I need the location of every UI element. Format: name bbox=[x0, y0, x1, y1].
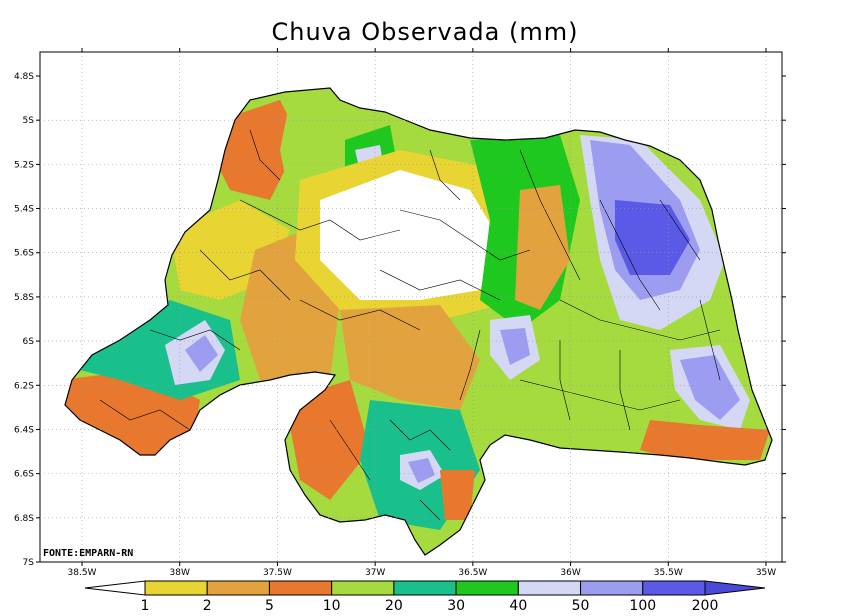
field-center-south-orange bbox=[340, 305, 480, 410]
colorbar-label: 5 bbox=[265, 598, 274, 614]
source-note: FONTE:EMPARN-RN bbox=[43, 548, 133, 559]
field-south-blue bbox=[408, 458, 435, 483]
lon-tick-label: 36.5W bbox=[458, 568, 487, 578]
lon-tick-label: 38.5W bbox=[68, 568, 97, 578]
field-south-orange bbox=[285, 380, 370, 500]
lat-tick-label: 5.6S bbox=[14, 249, 34, 259]
colorbar-segment bbox=[144, 580, 208, 596]
field-west-blue bbox=[185, 335, 218, 372]
colorbar-segment bbox=[331, 580, 395, 596]
colorbar-label: 20 bbox=[385, 598, 403, 614]
colorbar-label: 100 bbox=[629, 598, 656, 614]
lat-tick-label: 6.6S bbox=[14, 470, 34, 480]
colorbar-label: 30 bbox=[447, 598, 465, 614]
lon-tick-label: 36W bbox=[560, 568, 580, 578]
lat-tick-label: 4.8S bbox=[14, 72, 34, 82]
field-se-blue bbox=[680, 355, 740, 420]
lon-tick-label: 38W bbox=[170, 568, 190, 578]
field-center-east-blue bbox=[500, 328, 530, 365]
latitude-axis: 4.8S 5S 5.2S 5.4S 5.6S 5.8S 6S 6.2S 6.4S 6.6S 6.8S… bbox=[14, 72, 786, 568]
lon-tick-label: 37W bbox=[365, 568, 385, 578]
colorbar-segment bbox=[642, 580, 706, 596]
longitude-axis: 38.5W 38W 37.5W 37W 36.5W 36W 35.5W 35W bbox=[68, 48, 776, 578]
colorbar: 1 2 5 10 20 30 40 50 100 200 bbox=[84, 580, 766, 614]
colorbar-segment bbox=[268, 580, 333, 596]
colorbar-segment bbox=[580, 580, 644, 596]
field-nw-orange bbox=[215, 100, 300, 200]
lat-tick-label: 5.2S bbox=[14, 160, 34, 170]
lat-tick-label: 5.8S bbox=[14, 293, 34, 303]
colorbar-under-triangle bbox=[84, 580, 146, 596]
colorbar-segment bbox=[517, 580, 582, 596]
colorbar-segment bbox=[393, 580, 457, 596]
map-title: Chuva Observada (mm) bbox=[271, 18, 579, 46]
lat-tick-label: 6S bbox=[23, 337, 35, 347]
municipal-boundaries bbox=[99, 129, 721, 521]
colorbar-segment bbox=[455, 580, 519, 596]
field-south-tip-orange bbox=[440, 470, 475, 520]
colorbar-over-triangle bbox=[704, 580, 766, 596]
lon-tick-label: 35.5W bbox=[654, 568, 683, 578]
field-se-orange bbox=[640, 420, 770, 460]
field-east-orange bbox=[515, 185, 570, 310]
field-east-darkblue bbox=[615, 200, 690, 275]
lat-tick-label: 6.4S bbox=[14, 425, 34, 435]
lat-tick-label: 7S bbox=[23, 558, 35, 568]
colorbar-label: 10 bbox=[323, 598, 341, 614]
lat-tick-label: 5S bbox=[23, 116, 35, 126]
gridlines bbox=[40, 52, 782, 562]
lon-tick-label: 37.5W bbox=[263, 568, 292, 578]
colorbar-label: 2 bbox=[203, 598, 212, 614]
colorbar-label: 40 bbox=[509, 598, 527, 614]
colorbar-label: 200 bbox=[692, 598, 719, 614]
colorbar-label: 1 bbox=[141, 598, 150, 614]
lat-tick-label: 5.4S bbox=[14, 205, 34, 215]
lat-tick-label: 6.2S bbox=[14, 381, 34, 391]
lon-tick-label: 35W bbox=[756, 568, 776, 578]
colorbar-segment bbox=[206, 580, 270, 596]
colorbar-label: 50 bbox=[572, 598, 590, 614]
lat-tick-label: 6.8S bbox=[14, 514, 34, 524]
field-central-white bbox=[320, 170, 500, 300]
